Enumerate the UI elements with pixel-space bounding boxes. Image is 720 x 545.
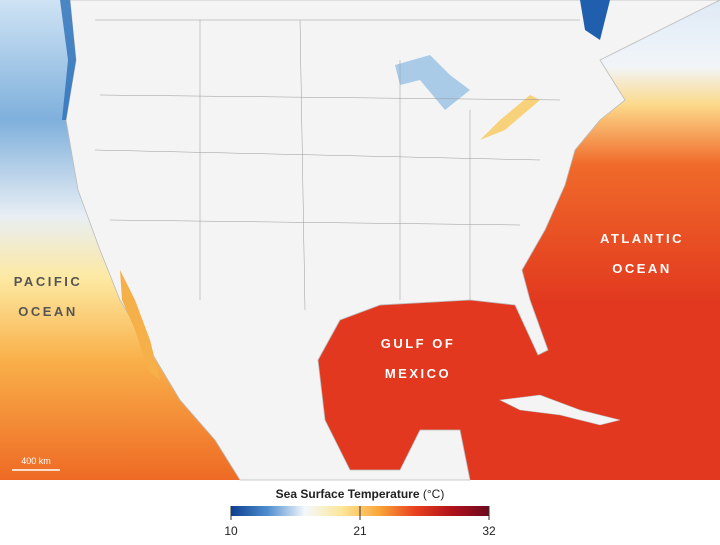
ocean-label: GULF OF	[381, 336, 456, 351]
scale-bar-label: 400 km	[21, 456, 51, 466]
ocean-label: OCEAN	[18, 304, 77, 319]
coastal-cold-water	[580, 0, 610, 40]
colorbar-title-text: Sea Surface Temperature	[276, 487, 420, 501]
coastal-cold-water	[60, 0, 76, 120]
ocean-label: ATLANTIC	[600, 231, 684, 246]
colorbar-tick-label: 32	[482, 524, 496, 538]
colorbar-tick-label: 21	[353, 524, 367, 538]
great-lakes	[395, 55, 470, 110]
great-lakes	[480, 95, 540, 140]
ocean-label: MEXICO	[385, 366, 451, 381]
gulf-of-california	[120, 270, 160, 380]
ocean-label: OCEAN	[612, 261, 671, 276]
colorbar-unit: (°C)	[423, 487, 444, 501]
ocean-label: PACIFIC	[14, 274, 83, 289]
caribbean-islands	[498, 394, 621, 426]
state-borders	[94, 19, 580, 311]
colorbar-title: Sea Surface Temperature (°C)	[276, 487, 445, 501]
colorbar-tick-label: 10	[224, 524, 238, 538]
